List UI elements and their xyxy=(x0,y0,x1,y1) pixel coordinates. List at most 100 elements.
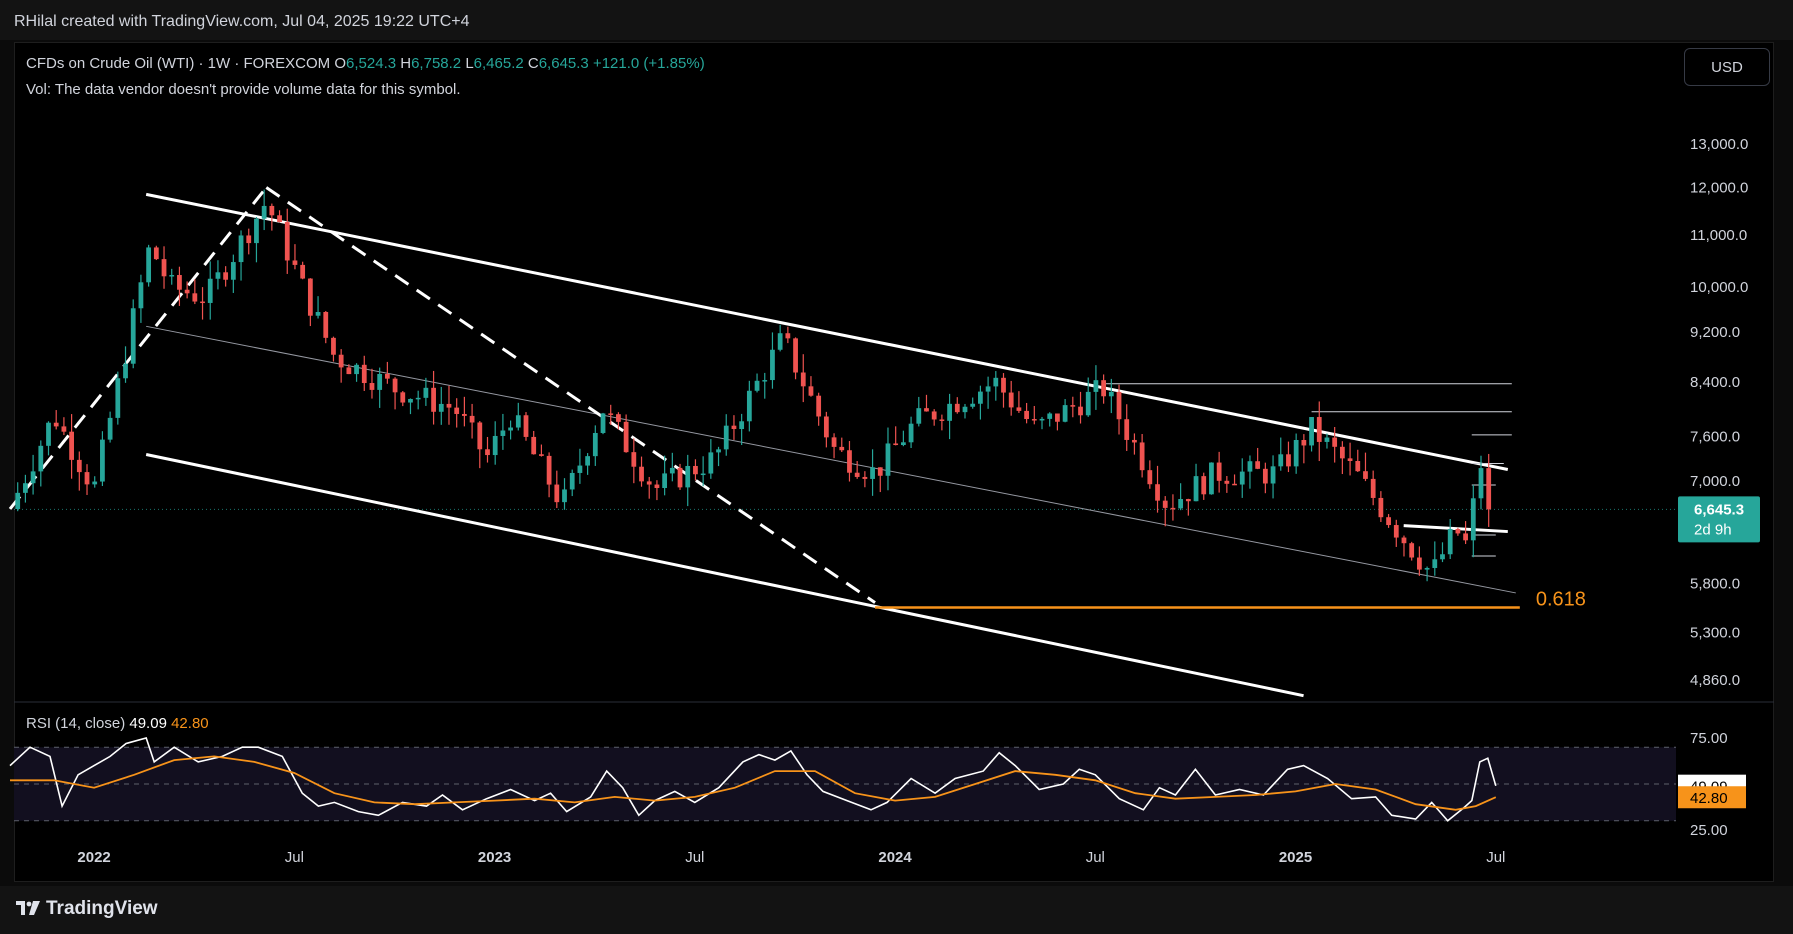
axis-layer: 13,000.0 12,000.0 11,000.0 10,000.0 9,200.0 8… xyxy=(77,136,1760,866)
candle-body xyxy=(169,275,175,277)
candles-layer xyxy=(15,189,1492,582)
candle-body xyxy=(523,415,529,437)
candle-body xyxy=(1286,454,1291,467)
close-label: C xyxy=(527,55,539,72)
candle-body xyxy=(61,426,67,432)
candle-body xyxy=(292,260,298,265)
candle-body xyxy=(739,421,745,430)
candle-body xyxy=(947,403,952,421)
rsi-title[interactable]: RSI (14, close) xyxy=(26,715,126,732)
symbol-name[interactable]: CFDs on Crude Oil (WTI) · 1W · FOREXCOM xyxy=(26,55,331,72)
candle-body xyxy=(1178,499,1184,509)
dashed-trendline xyxy=(265,186,876,604)
symbol-legend[interactable]: CFDs on Crude Oil (WTI) · 1W · FOREXCOM … xyxy=(26,55,705,72)
candle-body xyxy=(1055,413,1060,422)
candle-body xyxy=(323,312,329,338)
candle-body xyxy=(508,427,513,431)
time-tick-label: 2025 xyxy=(1279,849,1312,866)
candle-body xyxy=(284,222,290,261)
candle-body xyxy=(100,439,105,482)
candle-body xyxy=(384,373,390,379)
candle-body xyxy=(92,481,98,485)
candle-body xyxy=(808,386,814,396)
candle-body xyxy=(215,272,221,279)
candle-body xyxy=(1031,419,1037,421)
candle-body xyxy=(1108,391,1114,397)
low-label: L xyxy=(465,55,474,72)
candle-body xyxy=(716,449,721,453)
candle-body xyxy=(469,415,475,423)
rsi-tick-label: 25.00 xyxy=(1690,822,1728,839)
candle-body xyxy=(153,247,159,260)
candle-body xyxy=(924,408,929,412)
candle-body xyxy=(654,484,660,489)
candle-body xyxy=(600,413,606,433)
candle-body xyxy=(477,422,483,450)
candle-body xyxy=(1209,462,1214,495)
price-tick-label: 8,400.0 xyxy=(1690,374,1740,391)
candle-body xyxy=(646,481,652,485)
candle-body xyxy=(300,264,306,279)
candle-body xyxy=(854,472,860,477)
price-tick-label: 9,200.0 xyxy=(1690,324,1740,341)
candle-body xyxy=(1416,557,1422,570)
candle-body xyxy=(669,467,675,474)
candle-body xyxy=(230,262,236,280)
countdown-label: 2d 9h xyxy=(1694,521,1732,538)
candle-body xyxy=(438,403,444,412)
candle-body xyxy=(592,432,598,457)
candle-body xyxy=(177,275,182,290)
candle-body xyxy=(454,407,460,414)
candle-body xyxy=(1378,497,1384,518)
candle-body xyxy=(1401,537,1407,544)
channel-trendline xyxy=(146,325,1516,594)
candle-body xyxy=(616,414,621,422)
candle-body xyxy=(531,436,537,455)
candle-body xyxy=(392,378,398,393)
candle-body xyxy=(770,349,775,381)
candle-body xyxy=(577,465,583,473)
candle-body xyxy=(777,333,783,350)
candle-body xyxy=(700,473,706,476)
grid-layer xyxy=(14,508,1774,703)
candle-body xyxy=(1070,405,1076,407)
footer-bar xyxy=(0,886,1793,934)
candle-body xyxy=(1185,499,1191,502)
time-tick-label: Jul xyxy=(1086,849,1105,866)
last-price-badge xyxy=(1678,496,1760,543)
candle-body xyxy=(839,446,845,451)
candle-body xyxy=(1293,439,1299,467)
candle-body xyxy=(107,417,113,440)
currency-button[interactable]: USD xyxy=(1684,48,1770,86)
open-value: 6,524.3 xyxy=(346,55,397,72)
tradingview-brand: TradingView xyxy=(46,898,158,919)
candle-body xyxy=(1486,468,1492,510)
candle-body xyxy=(877,467,883,476)
candle-body xyxy=(485,449,490,456)
candle-body xyxy=(885,443,891,476)
rsi-layer xyxy=(9,737,1676,822)
rsi-value-badge xyxy=(1678,786,1746,809)
candle-body xyxy=(307,278,313,316)
price-tick-label: 13,000.0 xyxy=(1690,136,1748,153)
rsi-ma-value: 42.80 xyxy=(171,715,209,732)
candle-body xyxy=(1455,529,1461,534)
candle-body xyxy=(762,380,768,382)
candle-body xyxy=(254,218,259,244)
candle-body xyxy=(1155,484,1160,501)
candle-body xyxy=(562,489,567,503)
candle-body xyxy=(361,364,367,384)
rsi-legend[interactable]: RSI (14, close) 49.09 42.80 xyxy=(26,715,209,732)
candle-body xyxy=(569,472,575,490)
tradingview-logo[interactable]: TradingView xyxy=(16,898,158,920)
candle-body xyxy=(1247,461,1253,472)
rsi-ma-line xyxy=(10,755,1497,811)
candle-body xyxy=(238,235,244,263)
candle-body xyxy=(978,391,983,404)
candle-body xyxy=(1301,439,1307,446)
candle-body xyxy=(76,459,82,473)
candle-body xyxy=(1262,468,1268,484)
open-label: O xyxy=(334,55,347,72)
candle-body xyxy=(277,215,282,223)
